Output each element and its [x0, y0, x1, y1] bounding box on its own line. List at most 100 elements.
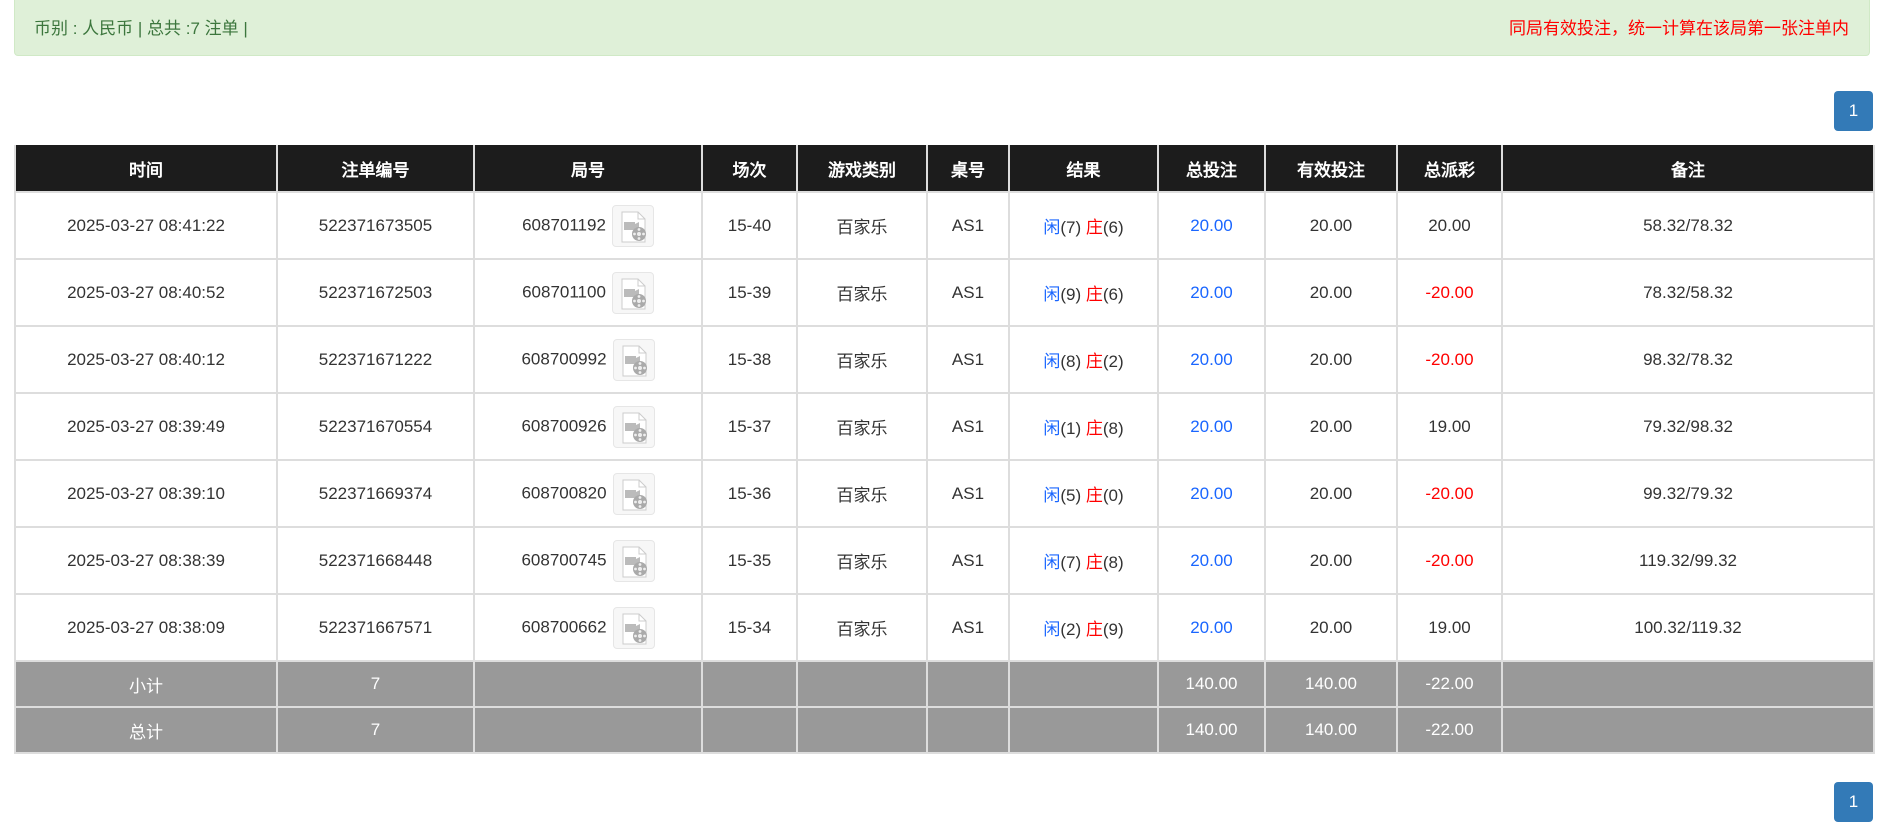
pagination-page-1-top[interactable]: 1 [1834, 91, 1873, 131]
header-total-payout: 总派彩 [1396, 145, 1503, 193]
table-row: 2025-03-27 08:39:10 522371669374 608700820… [14, 459, 1875, 528]
round-id-cell: 608701100 [473, 258, 703, 327]
grand-total-row: 总计 7 140.00 140.00 -22.00 [14, 706, 1875, 754]
bet-id: 522371670554 [276, 392, 475, 461]
remark: 58.32/78.32 [1501, 191, 1875, 260]
total-bet: 20.00 [1157, 258, 1266, 327]
table-number: AS1 [926, 459, 1010, 528]
header-round-id: 局号 [473, 145, 703, 193]
bet-id: 522371667571 [276, 593, 475, 662]
game-type: 百家乐 [796, 191, 928, 260]
player-label: 闲 [1043, 486, 1061, 505]
table-number: AS1 [926, 526, 1010, 595]
result-cell: 闲(7) 庄(6) [1008, 191, 1159, 260]
header-remark: 备注 [1501, 145, 1875, 193]
valid-bet: 20.00 [1264, 392, 1398, 461]
total-bet: 20.00 [1157, 392, 1266, 461]
video-file-icon[interactable] [611, 271, 654, 314]
shoe-number: 15-37 [701, 392, 798, 461]
empty-cell [796, 660, 928, 708]
player-points: (1) [1060, 419, 1082, 438]
video-file-icon[interactable] [612, 539, 655, 582]
payout: 20.00 [1396, 191, 1503, 260]
remark: 100.32/119.32 [1501, 593, 1875, 662]
header-table-no: 桌号 [926, 145, 1010, 193]
bet-id: 522371673505 [276, 191, 475, 260]
empty-cell [1501, 706, 1875, 754]
valid-bet: 20.00 [1264, 191, 1398, 260]
summary-valid-bet: 140.00 [1264, 660, 1398, 708]
header-game-type: 游戏类别 [796, 145, 928, 193]
bet-time: 2025-03-27 08:38:39 [14, 526, 278, 595]
table-row: 2025-03-27 08:39:49 522371670554 608700926… [14, 392, 1875, 461]
payout: 19.00 [1396, 392, 1503, 461]
game-type: 百家乐 [796, 392, 928, 461]
summary-total-bet: 140.00 [1157, 706, 1266, 754]
shoe-number: 15-38 [701, 325, 798, 394]
header-valid-bet: 有效投注 [1264, 145, 1398, 193]
banker-points: (8) [1102, 553, 1124, 572]
bet-time: 2025-03-27 08:39:49 [14, 392, 278, 461]
video-file-icon[interactable] [612, 606, 655, 649]
table-number: AS1 [926, 593, 1010, 662]
payout: 19.00 [1396, 593, 1503, 662]
result-cell: 闲(8) 庄(2) [1008, 325, 1159, 394]
payout: -20.00 [1396, 258, 1503, 327]
result-cell: 闲(7) 庄(8) [1008, 526, 1159, 595]
summary-alert: 币别 : 人民币 | 总共 :7 注单 | 同局有效投注，统一计算在该局第一张注… [14, 0, 1870, 56]
header-time: 时间 [14, 145, 278, 193]
empty-cell [926, 660, 1010, 708]
empty-cell [473, 706, 703, 754]
header-result: 结果 [1008, 145, 1159, 193]
table-row: 2025-03-27 08:40:52 522371672503 608701100… [14, 258, 1875, 327]
bet-id: 522371672503 [276, 258, 475, 327]
player-label: 闲 [1043, 285, 1061, 304]
banker-points: (2) [1102, 352, 1124, 371]
bet-id: 522371671222 [276, 325, 475, 394]
pagination-page-1-bottom[interactable]: 1 [1834, 782, 1873, 822]
table-number: AS1 [926, 392, 1010, 461]
bet-time: 2025-03-27 08:38:09 [14, 593, 278, 662]
player-points: (7) [1060, 218, 1082, 237]
remark: 98.32/78.32 [1501, 325, 1875, 394]
remark: 78.32/58.32 [1501, 258, 1875, 327]
currency-summary: 币别 : 人民币 | 总共 :7 注单 | [34, 19, 248, 38]
summary-count: 7 [276, 660, 475, 708]
remark: 119.32/99.32 [1501, 526, 1875, 595]
total-bet: 20.00 [1157, 191, 1266, 260]
banker-label: 庄 [1085, 285, 1103, 304]
shoe-number: 15-39 [701, 258, 798, 327]
banker-points: (6) [1102, 218, 1124, 237]
video-file-icon[interactable] [611, 204, 654, 247]
player-points: (5) [1060, 486, 1082, 505]
total-bet: 20.00 [1157, 325, 1266, 394]
game-type: 百家乐 [796, 459, 928, 528]
table-row: 2025-03-27 08:38:09 522371667571 608700662… [14, 593, 1875, 662]
game-type: 百家乐 [796, 258, 928, 327]
banker-points: (0) [1102, 486, 1124, 505]
round-id-cell: 608700662 [473, 593, 703, 662]
empty-cell [701, 706, 798, 754]
video-file-icon[interactable] [612, 338, 655, 381]
summary-payout: -22.00 [1396, 660, 1503, 708]
video-file-icon[interactable] [612, 405, 655, 448]
banker-label: 庄 [1085, 553, 1103, 572]
payout: -20.00 [1396, 526, 1503, 595]
round-id: 608700926 [521, 415, 607, 435]
result-cell: 闲(5) 庄(0) [1008, 459, 1159, 528]
valid-bet: 20.00 [1264, 526, 1398, 595]
total-bet: 20.00 [1157, 526, 1266, 595]
valid-bet-notice: 同局有效投注，统一计算在该局第一张注单内 [1509, 19, 1849, 38]
bet-time: 2025-03-27 08:40:12 [14, 325, 278, 394]
subtotal-row: 小计 7 140.00 140.00 -22.00 [14, 660, 1875, 708]
summary-valid-bet: 140.00 [1264, 706, 1398, 754]
summary-payout: -22.00 [1396, 706, 1503, 754]
result-cell: 闲(2) 庄(9) [1008, 593, 1159, 662]
remark: 99.32/79.32 [1501, 459, 1875, 528]
summary-total-bet: 140.00 [1157, 660, 1266, 708]
bet-id: 522371668448 [276, 526, 475, 595]
header-bet-id: 注单编号 [276, 145, 475, 193]
shoe-number: 15-36 [701, 459, 798, 528]
player-label: 闲 [1043, 218, 1061, 237]
video-file-icon[interactable] [612, 472, 655, 515]
